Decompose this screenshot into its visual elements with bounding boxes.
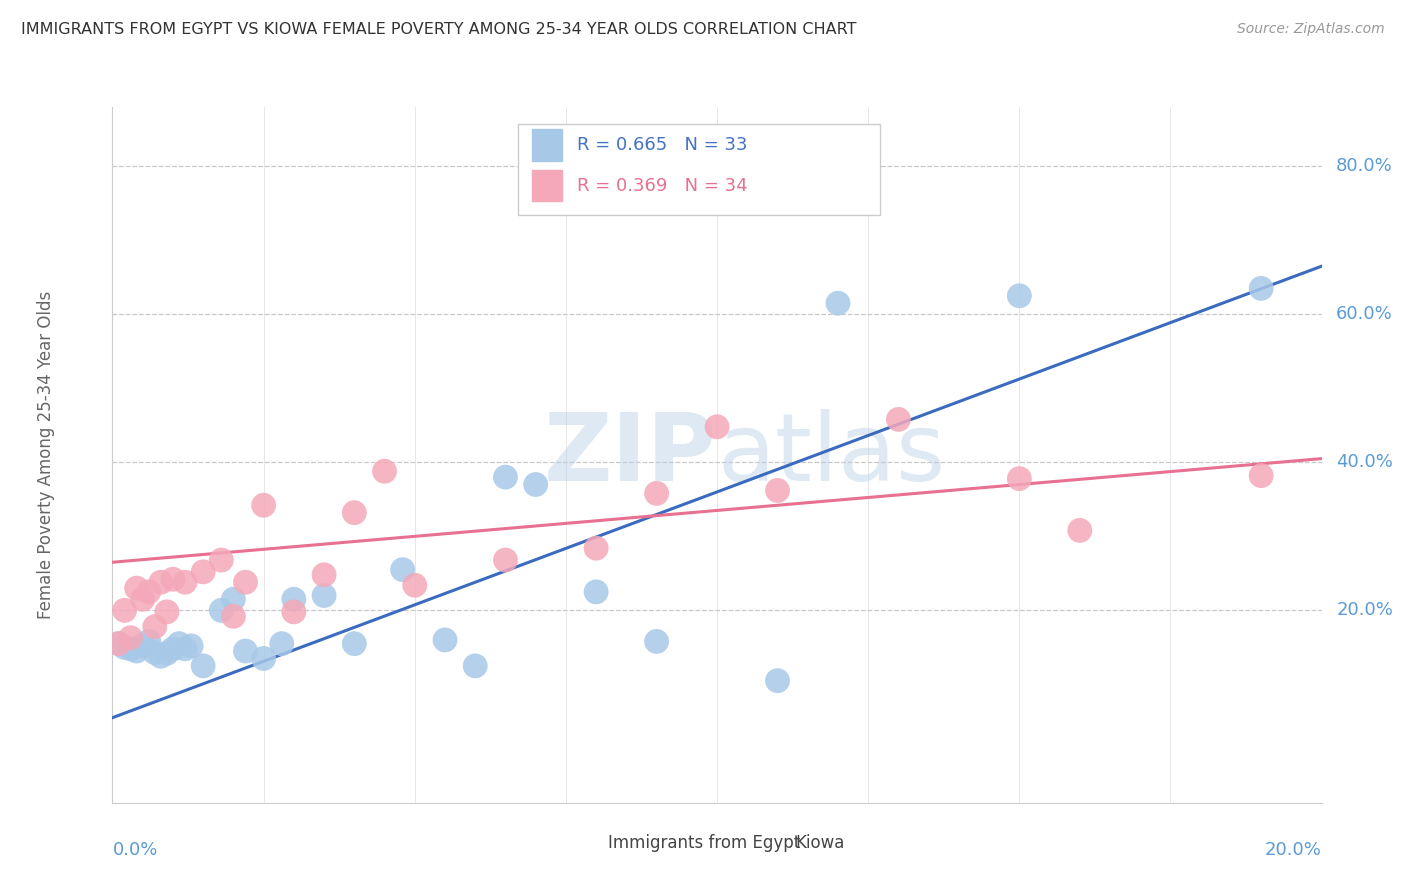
Point [645,634,668,648]
Point [585,541,607,556]
Point [1008,289,1031,303]
Bar [531,129,562,161]
Point [156,605,179,619]
Point [180,639,202,653]
Point [156,646,179,660]
Text: 60.0%: 60.0% [1336,305,1393,323]
Point [766,483,789,498]
Point [138,585,160,599]
Point [524,477,547,491]
Point [706,419,728,434]
Point [174,575,197,590]
Point [343,637,366,651]
Text: 20.0%: 20.0% [1265,841,1322,859]
Point [391,563,413,577]
Point [114,603,136,617]
Point [107,637,129,651]
Text: R = 0.369   N = 34: R = 0.369 N = 34 [576,177,748,194]
Point [222,592,245,607]
Point [162,572,184,586]
Point [253,651,276,665]
Text: atlas: atlas [717,409,945,501]
Point [235,644,257,658]
Point [1008,472,1031,486]
Point [107,637,129,651]
Point [314,589,336,603]
Text: Immigrants from Egypt: Immigrants from Egypt [609,834,800,852]
Text: 40.0%: 40.0% [1336,453,1393,471]
Text: IMMIGRANTS FROM EGYPT VS KIOWA FEMALE POVERTY AMONG 25-34 YEAR OLDS CORRELATION : IMMIGRANTS FROM EGYPT VS KIOWA FEMALE PO… [21,22,856,37]
Point [1069,524,1091,538]
Point [209,603,232,617]
Point [645,486,668,500]
Text: Female Poverty Among 25-34 Year Olds: Female Poverty Among 25-34 Year Olds [37,291,55,619]
Bar [759,830,786,855]
Point [132,592,155,607]
Point [143,646,166,660]
Point [114,640,136,655]
Point [222,609,245,624]
Point [464,658,486,673]
Text: R = 0.665   N = 33: R = 0.665 N = 33 [576,136,748,154]
Point [174,641,197,656]
Point [191,565,214,579]
Point [120,641,142,656]
Text: 0.0%: 0.0% [112,841,157,859]
Point [270,637,292,651]
Point [1250,281,1272,295]
Point [235,575,257,590]
Point [149,575,172,590]
Point [162,641,184,656]
Text: 20.0%: 20.0% [1336,601,1393,619]
Point [132,639,155,653]
Point [314,567,336,582]
FancyBboxPatch shape [517,124,880,215]
Point [167,637,190,651]
Point [404,578,426,592]
Point [253,498,276,512]
Text: ZIP: ZIP [544,409,717,501]
Point [374,464,396,478]
Point [585,585,607,599]
Point [209,553,232,567]
Point [283,592,305,607]
Point [149,649,172,664]
Bar [572,830,599,855]
Text: Source: ZipAtlas.com: Source: ZipAtlas.com [1237,22,1385,37]
Point [191,658,214,673]
Point [433,632,456,647]
Point [343,506,366,520]
Point [1250,468,1272,483]
Point [495,470,517,484]
Point [827,296,849,310]
Point [120,631,142,645]
Point [887,412,910,426]
Point [766,673,789,688]
Point [495,553,517,567]
Point [125,581,148,595]
Bar [531,170,562,202]
Point [125,644,148,658]
Point [143,620,166,634]
Point [283,605,305,619]
Text: Kiowa: Kiowa [796,834,845,852]
Text: 80.0%: 80.0% [1336,157,1393,175]
Point [138,634,160,648]
